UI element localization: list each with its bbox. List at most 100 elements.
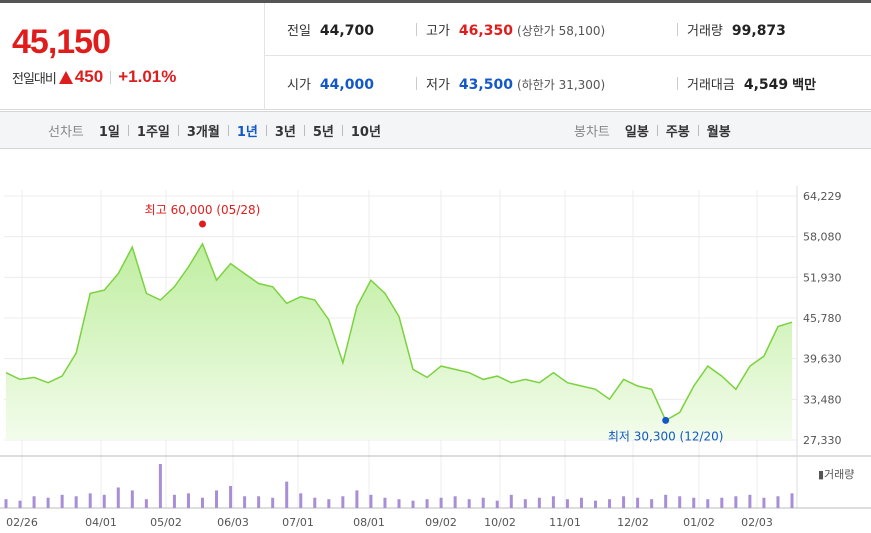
volume-bar bbox=[32, 496, 36, 508]
volume-bar bbox=[341, 496, 345, 508]
volume-bar bbox=[383, 497, 387, 508]
high-label: 고가 bbox=[426, 24, 450, 39]
volume-value: 99,873 bbox=[731, 23, 786, 39]
volume-bar bbox=[186, 493, 190, 508]
volume-legend-label: ▮거래량 bbox=[818, 468, 854, 481]
trade-amount-value: 4,549 bbox=[743, 77, 789, 93]
current-price: 45,150 bbox=[12, 23, 111, 61]
stat-open: 시가 44,000 bbox=[287, 74, 374, 93]
stat-high: 고가 46,350 (상한가 58,100) bbox=[416, 20, 605, 39]
divider bbox=[416, 77, 417, 90]
top-border bbox=[0, 0, 871, 3]
candle-chart-tab-0[interactable]: 일봉 bbox=[624, 124, 649, 140]
min-annotation: 최저 30,300 (12/20) bbox=[608, 429, 724, 443]
line-chart-tab-6[interactable]: 10년 bbox=[350, 124, 381, 140]
volume-bar bbox=[594, 500, 597, 508]
volume-bar bbox=[537, 497, 541, 508]
x-tick-label: 01/02 bbox=[683, 516, 715, 529]
volume-bar bbox=[158, 464, 162, 508]
tab-divider bbox=[341, 124, 343, 136]
volume-bar bbox=[551, 496, 555, 508]
tab-divider bbox=[303, 124, 305, 136]
volume-bar bbox=[355, 490, 359, 508]
volume-bar bbox=[523, 499, 527, 508]
volume-bar bbox=[201, 497, 204, 508]
volume-bar bbox=[692, 497, 696, 508]
divider bbox=[677, 23, 678, 36]
change-percent: +1.01% bbox=[118, 67, 177, 86]
volume-bar bbox=[467, 499, 471, 508]
divider bbox=[677, 77, 678, 90]
candle-chart-tab-1[interactable]: 주봉 bbox=[665, 124, 690, 140]
stat-row-1: 전일 44,700 고가 46,350 (상한가 58,100) 거래량 99,… bbox=[265, 3, 871, 56]
line-chart-tab-0[interactable]: 1일 bbox=[98, 124, 120, 140]
volume-bar bbox=[215, 490, 219, 508]
x-tick-label: 09/02 bbox=[425, 516, 457, 529]
volume-bar bbox=[453, 496, 457, 508]
y-tick-label: 58,080 bbox=[803, 231, 842, 244]
change-row: 전일대비 450 +1.01% bbox=[12, 67, 176, 87]
volume-bar bbox=[734, 496, 738, 508]
stat-row-2: 시가 44,000 저가 43,500 (하한가 31,300) 거래대금 4,… bbox=[265, 57, 871, 110]
y-tick-label: 51,930 bbox=[803, 271, 842, 284]
open-value: 44,000 bbox=[319, 77, 374, 93]
line-chart-tabs: 선차트 1일 1주일 3개월 1년 3년 5년 10년 bbox=[48, 112, 381, 148]
trade-amount-unit: 백만 bbox=[792, 78, 817, 93]
tab-divider bbox=[227, 124, 229, 136]
price-area bbox=[6, 243, 792, 440]
volume-bar bbox=[369, 494, 373, 508]
volume-bar bbox=[130, 490, 134, 508]
trade-amount-label: 거래대금 bbox=[687, 78, 735, 93]
candle-chart-tab-2[interactable]: 월봉 bbox=[706, 124, 731, 140]
volume-bar bbox=[243, 496, 247, 508]
stat-volume: 거래량 99,873 bbox=[677, 20, 786, 39]
volume-bar bbox=[46, 497, 50, 508]
volume-bar bbox=[102, 494, 106, 508]
line-chart-tab-3[interactable]: 1년 bbox=[236, 124, 258, 140]
tab-divider bbox=[177, 124, 179, 136]
quote-summary: 45,150 전일대비 450 +1.01% 전일 44,700 고가 46,3… bbox=[0, 3, 871, 110]
line-chart-tab-4[interactable]: 3년 bbox=[274, 124, 296, 140]
x-tick-label: 10/02 bbox=[484, 516, 516, 529]
y-tick-label: 64,229 bbox=[803, 190, 842, 203]
low-value: 43,500 bbox=[458, 77, 513, 93]
volume-bar bbox=[608, 499, 612, 508]
line-chart-tab-5[interactable]: 5년 bbox=[312, 124, 334, 140]
line-chart-tab-2[interactable]: 3개월 bbox=[186, 124, 220, 140]
chart-tab-bar: 선차트 1일 1주일 3개월 1년 3년 5년 10년 봉차트 일봉 주봉 월봉 bbox=[0, 111, 871, 149]
line-chart-tab-1[interactable]: 1주일 bbox=[136, 124, 170, 140]
volume-bar bbox=[622, 496, 626, 508]
price-chart: 64,229 58,080 51,930 45,780 39,630 33,480 27,3… bbox=[0, 186, 871, 529]
y-tick-label: 45,780 bbox=[803, 312, 842, 325]
x-tick-label: 12/02 bbox=[617, 516, 649, 529]
prev-close-label: 전일 bbox=[287, 24, 311, 39]
volume-bar bbox=[664, 494, 668, 508]
volume-bar bbox=[74, 496, 78, 508]
volume-bar bbox=[299, 493, 303, 508]
min-point bbox=[662, 416, 670, 424]
max-point bbox=[199, 220, 206, 228]
volume-bar bbox=[495, 500, 499, 508]
low-label: 저가 bbox=[426, 78, 450, 93]
volume-bar bbox=[425, 499, 429, 508]
volume-bar bbox=[650, 499, 654, 508]
lower-limit: (하한가 31,300) bbox=[516, 78, 606, 92]
volume-bar bbox=[481, 497, 485, 508]
price-box: 45,150 전일대비 450 +1.01% bbox=[0, 3, 265, 110]
prev-close-value: 44,700 bbox=[319, 23, 374, 39]
volume-bar bbox=[60, 494, 64, 508]
x-axis: 02/26 04/01 05/02 06/03 07/01 08/01 09/02 10/02… bbox=[6, 516, 773, 529]
divider bbox=[110, 70, 112, 84]
volume-bar bbox=[748, 494, 752, 508]
tab-divider bbox=[265, 124, 267, 136]
tab-divider bbox=[656, 124, 658, 136]
volume-bar bbox=[257, 496, 261, 508]
volume-bar bbox=[4, 499, 8, 508]
divider bbox=[416, 23, 417, 36]
volume-bars: ▮거래량 bbox=[4, 464, 854, 508]
volume-bar bbox=[313, 497, 317, 508]
high-value: 46,350 bbox=[458, 23, 513, 39]
volume-bar bbox=[144, 499, 148, 508]
tab-divider bbox=[697, 124, 699, 136]
volume-bar bbox=[172, 494, 176, 508]
